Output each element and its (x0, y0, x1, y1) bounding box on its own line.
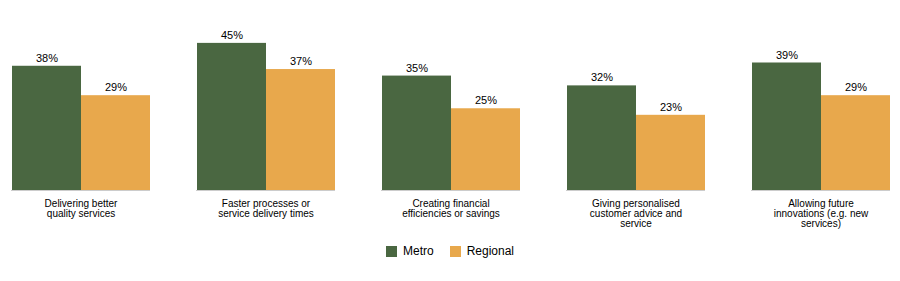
svg-text:38%: 38% (36, 52, 58, 64)
svg-text:Creating financialefficiencies: Creating financialefficiencies or saving… (402, 198, 500, 219)
svg-text:29%: 29% (105, 81, 127, 93)
svg-text:Allowing futureinnovations (e.: Allowing futureinnovations (e.g. newserv… (774, 198, 869, 229)
svg-text:35%: 35% (406, 62, 428, 74)
svg-text:23%: 23% (660, 101, 682, 113)
svg-text:29%: 29% (845, 81, 867, 93)
svg-text:Faster processes orservice del: Faster processes orservice delivery time… (218, 198, 314, 219)
svg-text:37%: 37% (290, 55, 312, 67)
svg-text:45%: 45% (221, 29, 243, 41)
svg-text:Delivering betterquality servi: Delivering betterquality services (45, 198, 118, 219)
svg-text:25%: 25% (475, 94, 497, 106)
html-text:Metro: Metro (403, 244, 434, 258)
svg-text:39%: 39% (776, 49, 798, 61)
svg-text:Giving personalisedcustomer ad: Giving personalisedcustomer advice andse… (590, 198, 682, 229)
html-text:Regional: Regional (466, 244, 514, 258)
svg-text:32%: 32% (591, 71, 613, 83)
